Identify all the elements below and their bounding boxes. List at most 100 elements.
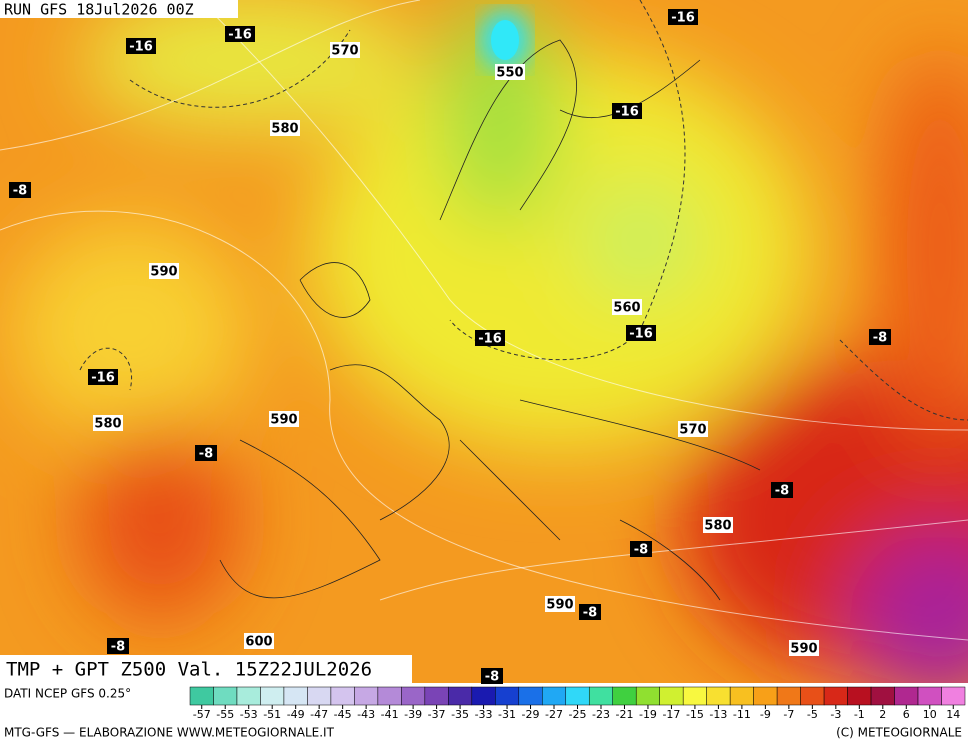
colorbar-swatch [729, 686, 754, 706]
credit: MTG-GFS — ELABORAZIONE WWW.METEOGIORNALE… [4, 726, 335, 740]
colorbar-label: -7 [783, 708, 794, 721]
colorbar-label: -33 [475, 708, 493, 721]
colorbar-swatch [471, 686, 496, 706]
colorbar-swatch [941, 686, 966, 706]
colorbar-swatch [495, 686, 520, 706]
colorbar-label: -41 [381, 708, 399, 721]
colorbar-swatch [635, 686, 660, 706]
colorbar-label: -37 [428, 708, 446, 721]
contour-label: 560 [613, 301, 640, 316]
copyright: (C) METEOGIORNALE [836, 726, 962, 740]
label-box [678, 421, 708, 437]
label-box [195, 445, 217, 461]
colorbar-label: 10 [923, 708, 937, 721]
label-box [88, 369, 118, 385]
contour-label: -16 [129, 40, 153, 55]
contour-label: -8 [634, 543, 648, 558]
colorbar-swatch [917, 686, 942, 706]
label-box [149, 263, 179, 279]
title-box [0, 655, 412, 683]
colorbar-label: -31 [498, 708, 516, 721]
run-box [0, 0, 238, 18]
contour-label: -8 [583, 606, 597, 621]
colorbar-label: -5 [807, 708, 818, 721]
colorbar-label: -43 [357, 708, 375, 721]
colorbar-label: 6 [903, 708, 910, 721]
run-label: RUN GFS 18Jul2026 00Z [4, 1, 194, 19]
label-box [269, 411, 299, 427]
colorbar-label: -39 [404, 708, 422, 721]
contour-label: -16 [671, 11, 695, 26]
contour-label: 600 [245, 635, 272, 650]
contour-label: -16 [615, 105, 639, 120]
colorbar-swatch [753, 686, 778, 706]
contour-label: -8 [199, 447, 213, 462]
colorbar-swatch [213, 686, 238, 706]
colorbar-swatch [823, 686, 848, 706]
colorbar-swatch [894, 686, 919, 706]
colorbar-swatch [189, 686, 214, 706]
label-box [330, 42, 360, 58]
colorbar-swatch [424, 686, 449, 706]
contour-label: -8 [873, 331, 887, 346]
colorbar-swatch [659, 686, 684, 706]
source: DATI NCEP GFS 0.25° [4, 687, 131, 701]
contour-label: 550 [496, 66, 523, 81]
colorbar-swatch [800, 686, 825, 706]
label-box [789, 640, 819, 656]
colorbar-swatch [448, 686, 473, 706]
label-box [668, 9, 698, 25]
contour-label: -16 [478, 332, 502, 347]
contour-label: -8 [485, 670, 499, 685]
label-box [626, 325, 656, 341]
contour-label: 570 [679, 423, 706, 438]
colorbar-label: 14 [946, 708, 960, 721]
colorbar-label: -47 [310, 708, 328, 721]
contour-label: -16 [629, 327, 653, 342]
contour-label: 590 [150, 265, 177, 280]
contour-label: 580 [271, 122, 298, 137]
contour-label: 580 [704, 519, 731, 534]
colorbar-label: -49 [287, 708, 305, 721]
label-box [475, 330, 505, 346]
contour-label: -8 [13, 184, 27, 199]
valid-title: TMP + GPT Z500 Val. 15Z22JUL2026 [6, 659, 372, 681]
colorbar-swatch [354, 686, 379, 706]
colorbar-swatch [307, 686, 332, 706]
colorbar-label: -25 [569, 708, 587, 721]
colorbar-swatch [377, 686, 402, 706]
label-box [244, 633, 274, 649]
label-box [703, 517, 733, 533]
contour-label: -8 [111, 640, 125, 655]
label-box [771, 482, 793, 498]
label-box [612, 103, 642, 119]
colorbar-label: -29 [522, 708, 540, 721]
colorbar-swatch [330, 686, 355, 706]
colorbar-label: -1 [854, 708, 865, 721]
label-box [630, 541, 652, 557]
label-box [93, 415, 123, 431]
colorbar-label: -21 [615, 708, 633, 721]
colorbar-swatch [542, 686, 567, 706]
contour-label: 590 [546, 598, 573, 613]
map-field [0, 0, 968, 683]
colorbar-label: -35 [451, 708, 469, 721]
contour-label: 590 [790, 642, 817, 657]
colorbar-swatch [236, 686, 261, 706]
colorbar-swatch [776, 686, 801, 706]
colorbar-label: -15 [686, 708, 704, 721]
label-box [225, 26, 255, 42]
colorbar-swatch [588, 686, 613, 706]
colorbar-swatch [612, 686, 637, 706]
label-box [270, 120, 300, 136]
label-box [495, 64, 525, 80]
label-box [869, 329, 891, 345]
contour-label: -16 [228, 28, 252, 43]
contour-label: -8 [775, 484, 789, 499]
label-box [9, 182, 31, 198]
contour-label: 570 [331, 44, 358, 59]
colorbar-swatch [847, 686, 872, 706]
colorbar-label: -19 [639, 708, 657, 721]
